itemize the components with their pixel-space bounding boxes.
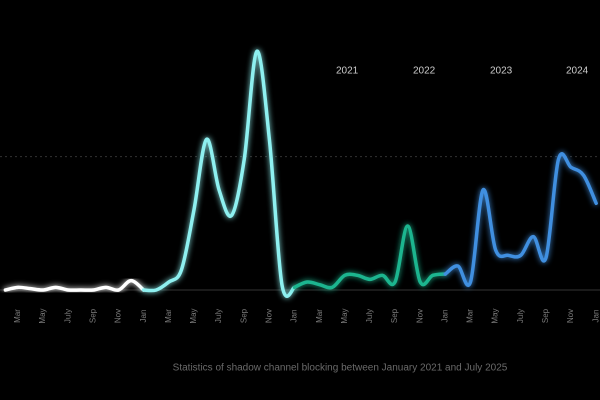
series-line xyxy=(443,152,598,287)
series-line xyxy=(141,49,297,298)
x-tick-label: Nov xyxy=(114,309,123,323)
x-tick-label: Jan xyxy=(591,310,600,323)
x-tick-label: Sep xyxy=(541,308,550,323)
series-line xyxy=(3,278,146,292)
x-tick-label: Jan xyxy=(139,310,148,323)
x-tick-label: May xyxy=(340,308,349,323)
x-tick-label: May xyxy=(38,308,47,323)
legend: 2021 2022 2023 2024 xyxy=(296,66,589,77)
legend-item: 2024 xyxy=(526,66,589,77)
x-tick-label: Mar xyxy=(13,309,22,323)
x-tick-label: Sep xyxy=(239,308,248,323)
x-tick-label: July xyxy=(516,309,525,323)
x-tick-label: July xyxy=(63,309,72,323)
x-tick-label: Sep xyxy=(390,308,399,323)
legend-item: 2021 xyxy=(296,66,359,77)
x-tick-label: Nov xyxy=(566,309,575,323)
x-tick-label: Jan xyxy=(440,310,449,323)
series-line xyxy=(292,224,448,290)
x-tick-label: Mar xyxy=(164,309,173,323)
x-tick-label: July xyxy=(365,309,374,323)
x-tick-label: Sep xyxy=(88,308,97,323)
x-tick-label: July xyxy=(214,309,223,323)
legend-label: 2024 xyxy=(566,66,589,77)
legend-item: 2022 xyxy=(373,66,436,77)
x-tick-label: Nov xyxy=(264,309,273,323)
x-tick-label: May xyxy=(189,308,198,323)
legend-label: 2022 xyxy=(413,66,436,77)
x-tick-label: Mar xyxy=(315,309,324,323)
legend-item: 2023 xyxy=(450,66,513,77)
chart-subtitle: Statistics of shadow channel blocking be… xyxy=(173,363,508,374)
x-tick-label: Mar xyxy=(466,309,475,323)
x-tick-label: May xyxy=(491,308,500,323)
legend-label: 2023 xyxy=(490,66,513,77)
legend-label: 2021 xyxy=(336,66,359,77)
x-tick-label: Nov xyxy=(415,309,424,323)
x-tick-label: Jan xyxy=(290,310,299,323)
